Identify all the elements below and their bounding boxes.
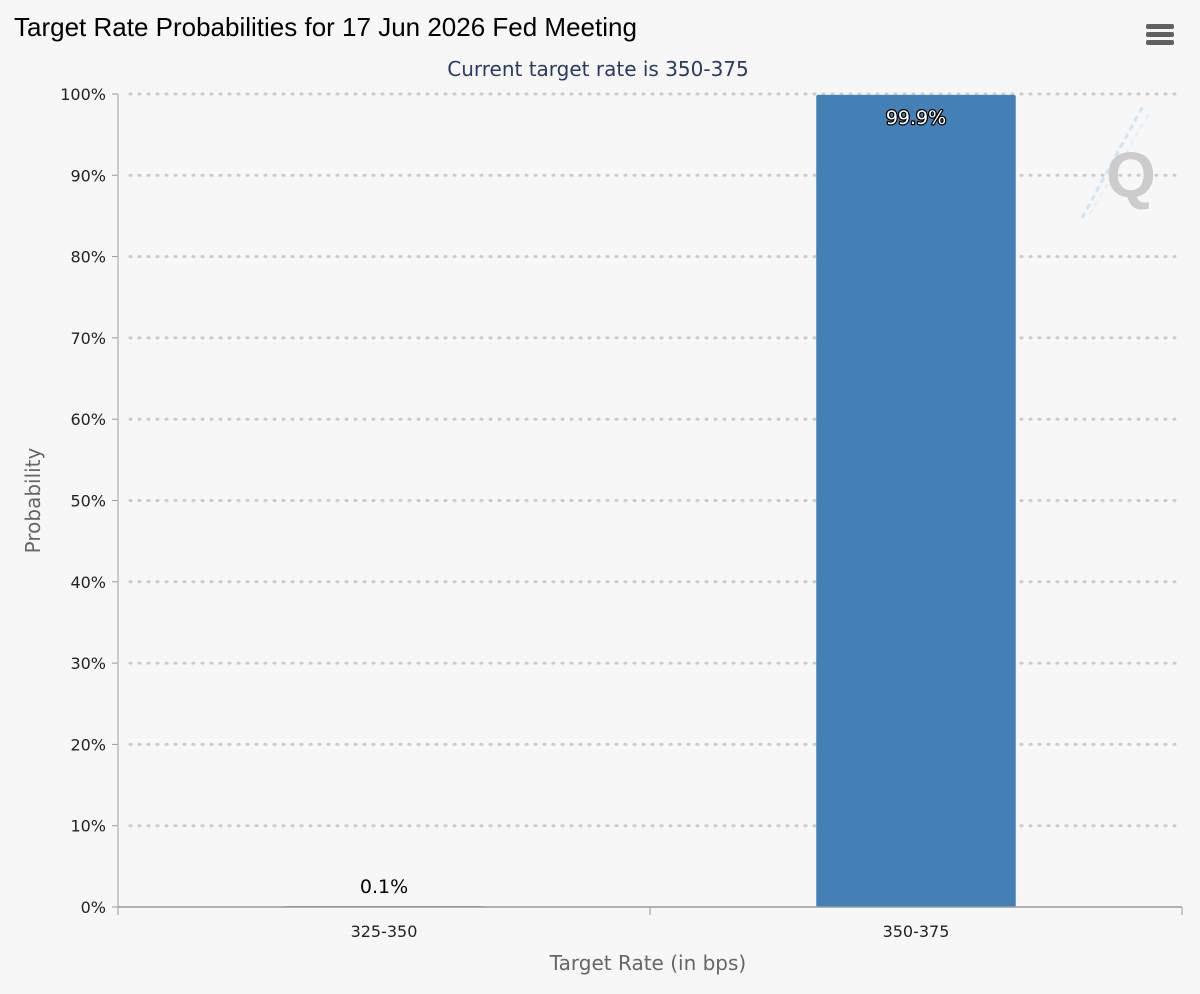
data-label: 99.9%	[886, 107, 946, 129]
chart-subtitle: Current target rate is 350-375	[447, 57, 749, 81]
y-tick-label: 80%	[70, 248, 106, 267]
logo-swoosh-line	[1080, 103, 1146, 219]
x-tick-label: 350-375	[883, 922, 950, 941]
y-tick-label: 10%	[70, 817, 106, 836]
y-tick-label: 60%	[70, 410, 106, 429]
menu-bar-1	[1146, 24, 1174, 29]
menu-bar-3	[1146, 40, 1174, 45]
y-tick-label: 90%	[70, 166, 106, 185]
y-tick-label: 40%	[70, 573, 106, 592]
y-tick-label: 100%	[60, 85, 106, 104]
chart-title: Target Rate Probabilities for 17 Jun 202…	[14, 12, 637, 42]
quikstrike-logo-icon: Q	[1080, 103, 1156, 219]
y-tick-label: 70%	[70, 329, 106, 348]
data-labels: 0.1% 99.9%	[360, 106, 948, 899]
x-tick-label: 325-350	[351, 922, 418, 941]
x-axis-title: Target Rate (in bps)	[549, 951, 746, 975]
y-axis-title: Probability	[21, 447, 45, 553]
axes: 0% 10% 20% 30% 40% 50% 60% 70% 80% 90% 100% 325-350…	[21, 85, 1183, 975]
menu-bar-2	[1146, 32, 1174, 37]
y-tick-label: 20%	[70, 735, 106, 754]
data-label: 0.1%	[360, 876, 408, 898]
bar-350-375[interactable]	[816, 94, 1016, 908]
y-tick-label: 30%	[70, 654, 106, 673]
hamburger-menu-icon[interactable]	[1140, 18, 1178, 52]
y-tick-label: 0%	[81, 898, 106, 917]
gridlines	[128, 92, 1184, 828]
y-tick-label: 50%	[70, 492, 106, 511]
bars	[284, 94, 1016, 908]
